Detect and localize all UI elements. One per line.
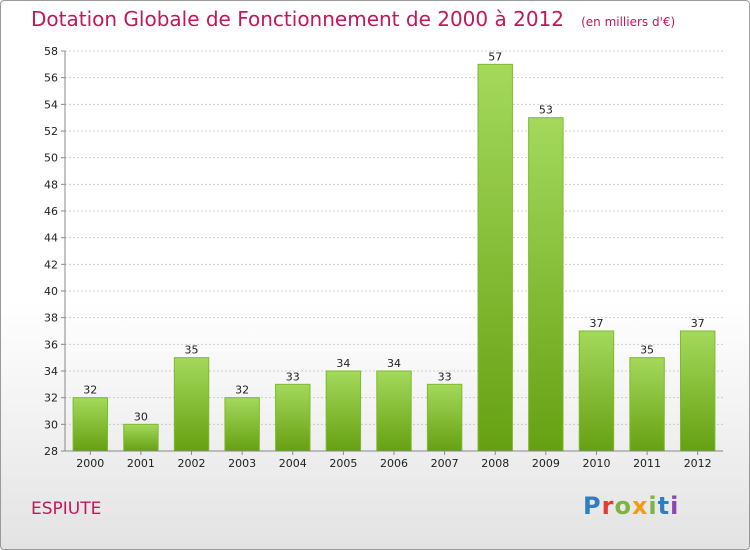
x-tick-label-2012: 2012 xyxy=(684,457,712,470)
chart-title: Dotation Globale de Fonctionnement de 20… xyxy=(31,7,564,31)
bar-2005[interactable] xyxy=(325,370,362,452)
x-tick-label-2007: 2007 xyxy=(431,457,459,470)
y-tick-label: 42 xyxy=(44,258,58,271)
data-label-2009: 53 xyxy=(539,104,553,117)
x-tick-label-2008: 2008 xyxy=(481,457,509,470)
y-tick-label: 52 xyxy=(44,125,58,138)
logo-letter: i xyxy=(670,492,680,520)
y-tick-label: 50 xyxy=(44,152,58,165)
logo-letter: x xyxy=(631,492,649,520)
bar-2002[interactable] xyxy=(173,357,210,452)
bar-2008[interactable] xyxy=(477,63,513,452)
y-tick-label: 30 xyxy=(44,418,58,431)
data-label-2001: 30 xyxy=(134,410,148,423)
y-tick-label: 56 xyxy=(44,72,58,85)
bar-2011[interactable] xyxy=(629,357,665,452)
data-label-2000: 32 xyxy=(83,384,97,397)
x-tick-label-2001: 2001 xyxy=(127,457,155,470)
y-tick-label: 40 xyxy=(44,285,58,298)
proxiti-logo[interactable]: Proxiti xyxy=(583,492,679,520)
bars xyxy=(72,63,716,452)
logo-letter: r xyxy=(601,492,615,520)
bar-2004[interactable] xyxy=(275,383,311,452)
data-label-2012: 37 xyxy=(691,317,705,330)
x-tick-label-2003: 2003 xyxy=(228,457,256,470)
bar-2007[interactable] xyxy=(426,383,463,452)
bar-2012[interactable] xyxy=(679,330,716,452)
x-tick-label-2010: 2010 xyxy=(582,457,610,470)
y-tick-label: 32 xyxy=(44,392,58,405)
logo-letter: i xyxy=(648,492,658,520)
bar-2010[interactable] xyxy=(578,330,615,452)
logo-letter: o xyxy=(614,492,632,520)
bar-2006[interactable] xyxy=(376,370,412,452)
axes: 28 30 32 34 36 38 40 42 44 46 48 50 52 54 56 58 2000 2001… xyxy=(44,45,723,470)
data-labels: 32 30 35 32 33 34 34 33 57 53 37 35 37 xyxy=(83,50,704,423)
x-tick-label-2002: 2002 xyxy=(178,457,206,470)
data-label-2004: 33 xyxy=(286,370,300,383)
x-tick-label-2006: 2006 xyxy=(380,457,408,470)
chart-unit: (en milliers d'€) xyxy=(581,15,676,29)
x-tick-label-2005: 2005 xyxy=(329,457,357,470)
bar-2000[interactable] xyxy=(72,397,109,452)
title-row: Dotation Globale de Fonctionnement de 20… xyxy=(31,7,675,31)
data-label-2011: 35 xyxy=(640,344,654,357)
bar-2003[interactable] xyxy=(224,397,260,452)
data-label-2002: 35 xyxy=(185,344,199,357)
data-label-2006: 34 xyxy=(387,357,401,370)
x-tick-label-2009: 2009 xyxy=(532,457,560,470)
y-tick-label: 46 xyxy=(44,205,58,218)
bar-2009[interactable] xyxy=(528,117,564,452)
y-tick-label: 34 xyxy=(44,365,58,378)
y-tick-label: 48 xyxy=(44,178,58,191)
data-label-2007: 33 xyxy=(438,370,452,383)
data-label-2005: 34 xyxy=(336,357,350,370)
data-label-2003: 32 xyxy=(235,384,249,397)
x-tick-label-2000: 2000 xyxy=(76,457,104,470)
x-tick-label-2011: 2011 xyxy=(633,457,661,470)
y-tick-label: 58 xyxy=(44,45,58,58)
bar-2001[interactable] xyxy=(123,423,159,452)
y-tick-label: 54 xyxy=(44,98,58,111)
y-tick-label: 38 xyxy=(44,312,58,325)
logo-letter: P xyxy=(583,492,602,520)
x-tick-label-2004: 2004 xyxy=(279,457,307,470)
y-tick-label: 28 xyxy=(44,445,58,458)
y-tick-label: 36 xyxy=(44,338,58,351)
data-label-2010: 37 xyxy=(589,317,603,330)
commune-name: ESPIUTE xyxy=(31,499,102,519)
logo-letter: t xyxy=(657,492,671,520)
y-tick-label: 44 xyxy=(44,232,58,245)
data-label-2008: 57 xyxy=(488,50,502,63)
